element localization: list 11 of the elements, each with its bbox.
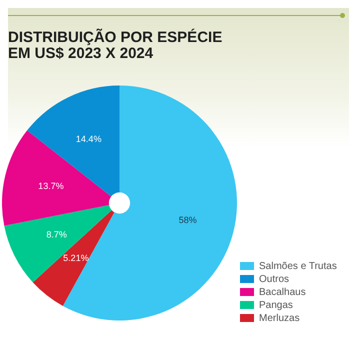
data-label: 8.7% — [46, 229, 67, 240]
data-label: 5.21% — [63, 252, 89, 263]
legend-label: Salmões e Trutas — [259, 260, 337, 272]
legend-label: Bacalhaus — [259, 286, 306, 298]
chart-title: DISTRIBUIÇÃO POR ESPÉCIE EM US$ 2023 X 2024 — [8, 29, 222, 62]
legend-label: Outros — [259, 274, 290, 285]
data-label: 13.7% — [38, 181, 64, 192]
legend-label: Pangas — [259, 300, 293, 311]
data-label: 14.4% — [76, 134, 102, 144]
legend-label: Merluzas — [259, 312, 300, 324]
data-label: 58% — [178, 215, 197, 226]
